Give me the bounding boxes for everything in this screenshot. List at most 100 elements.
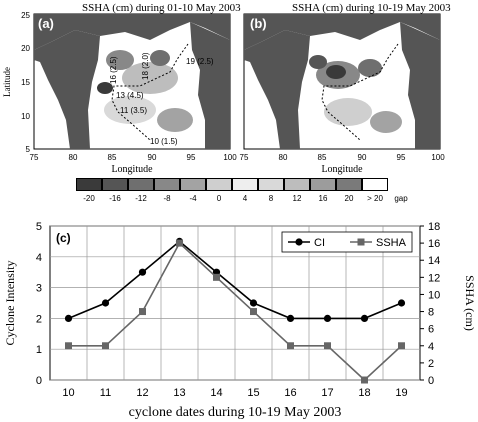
- map-a-track-label: 11 (3.5): [120, 106, 147, 115]
- map-a-patch: [122, 62, 178, 94]
- colorbar-swatch: [206, 178, 232, 191]
- point-ci: [323, 314, 332, 322]
- y-tick-left: 4: [36, 252, 42, 264]
- map-b-cyclone-track: [321, 43, 399, 141]
- colorbar-tick-label: 0: [216, 194, 222, 203]
- chart-ylabel-right: SSHA (cm): [463, 275, 477, 331]
- point-ssha: [139, 308, 146, 316]
- legend-label-ssha: SSHA: [376, 237, 407, 249]
- x-tick: 17: [321, 387, 333, 399]
- series-line-ci: [68, 240, 402, 320]
- x-tick: 11: [100, 387, 111, 399]
- y-tick-left: 3: [36, 283, 42, 295]
- map-a-land-india: [34, 30, 100, 149]
- map-a-xtick: 90: [148, 153, 157, 162]
- colorbar-swatch: [128, 178, 154, 191]
- map-b-patch: [326, 65, 346, 79]
- series-line-ssha: [68, 241, 403, 382]
- colorbar-tick-label: 4: [242, 194, 248, 203]
- map-b-xtick: 85: [318, 153, 327, 162]
- x-tick: 15: [247, 387, 259, 399]
- map-b-patch: [370, 111, 402, 133]
- point-ci: [249, 299, 258, 307]
- map-b-patch: [324, 98, 372, 126]
- y-tick-left: 2: [36, 313, 42, 325]
- point-ssha: [213, 273, 220, 281]
- series: [64, 237, 406, 384]
- point-ci: [360, 314, 369, 322]
- map-a-ytick: 25: [21, 11, 30, 20]
- y-tick-left: 0: [36, 375, 42, 387]
- map-a-track-label: 19 (2.5): [186, 57, 214, 66]
- x-tick: 10: [62, 387, 74, 399]
- point-ci: [286, 314, 295, 322]
- map-b-land-india: [244, 30, 310, 149]
- x-tick: 13: [173, 387, 185, 399]
- map-a-land-north: [34, 14, 230, 50]
- y-tick-right: 2: [428, 358, 434, 370]
- map-b-panel-label: (b): [250, 16, 267, 31]
- colorbar-swatch: [76, 178, 102, 191]
- colorbar-tick-label: -20: [83, 194, 95, 203]
- colorbar-swatch: [154, 178, 180, 191]
- colorbar-tick-label: 12: [292, 194, 302, 203]
- x-tick: 12: [136, 387, 148, 399]
- y-tick-right: 16: [428, 238, 440, 250]
- legend-marker-ci: [295, 238, 303, 246]
- x-tick: 19: [395, 387, 407, 399]
- point-ssha: [65, 342, 72, 350]
- point-ssha: [361, 376, 368, 384]
- colorbar-tick-label: -4: [189, 194, 197, 203]
- map-a-cyclone-track: [111, 43, 189, 141]
- y-tick-right: 8: [428, 307, 434, 319]
- point-ssha: [287, 342, 294, 350]
- map-a-track-label: 18 (2.0): [141, 52, 150, 80]
- colorbar-swatch: [180, 178, 206, 191]
- y-tick-right: 4: [428, 341, 434, 353]
- chart-c-panel-label: (c): [56, 231, 71, 245]
- colorbar-tick-label: gap: [394, 194, 408, 203]
- x-tick: 18: [358, 387, 370, 399]
- colorbar-swatch: [102, 178, 128, 191]
- y-tick-right: 0: [428, 375, 434, 387]
- map-a-ylabel: Latitude: [2, 67, 12, 97]
- map-a-patch: [157, 108, 193, 132]
- map-b-patch: [309, 55, 327, 69]
- map-b-patch: [358, 59, 382, 77]
- y-tick-right: 18: [428, 221, 440, 233]
- colorbar-tick-label: 16: [318, 194, 328, 203]
- map-a-ytick: 10: [21, 112, 30, 121]
- colorbar-swatch: [336, 178, 362, 191]
- point-ssha: [250, 308, 257, 316]
- map-a-land-east: [190, 22, 230, 149]
- colorbar-swatch: [362, 178, 388, 191]
- colorbar-tick-label: > 20: [367, 194, 383, 203]
- map-a-patch: [106, 50, 134, 70]
- map-a-patch: [97, 82, 113, 94]
- map-a-track-label: 10 (1.5): [150, 137, 178, 146]
- legend-label-ci: CI: [314, 237, 325, 249]
- map-b-xtick: 75: [240, 153, 249, 162]
- chart-ylabel-left: Cyclone Intensity: [3, 261, 17, 346]
- colorbar-swatch: [310, 178, 336, 191]
- map-b-xtick: 100: [431, 153, 445, 162]
- colorbar-tick-label: 20: [344, 194, 354, 203]
- map-a-title: SSHA (cm) during 01-10 May 2003: [82, 2, 241, 14]
- map-a-panel-label: (a): [38, 16, 54, 31]
- colorbar-tick-label: 8: [268, 194, 274, 203]
- map-a-track-label: 13 (4.5): [116, 91, 144, 100]
- x-tick: 16: [284, 387, 296, 399]
- map-a-xlabel: Longitude: [111, 164, 153, 175]
- point-ci: [64, 314, 73, 322]
- map-b-xtick: 80: [279, 153, 288, 162]
- map-b-xlabel: Longitude: [321, 164, 363, 175]
- map-b-xtick: 95: [397, 153, 406, 162]
- map-a-patch: [150, 50, 170, 66]
- map-b-land-north: [244, 14, 440, 50]
- point-ssha: [176, 239, 183, 247]
- map-b-land-east: [400, 22, 440, 149]
- colorbar: [76, 178, 388, 192]
- colorbar-tick-label: -12: [135, 194, 147, 203]
- map-b-title: SSHA (cm) during 10-19 May 2003: [292, 2, 451, 14]
